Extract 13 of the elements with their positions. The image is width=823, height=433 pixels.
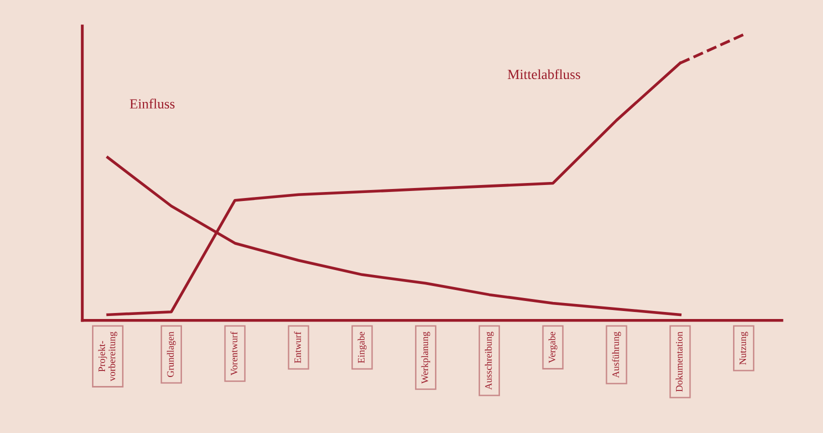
x-tick-label: Ausführung xyxy=(612,332,621,378)
x-tick-label: Dokumentation xyxy=(676,332,683,392)
x-tick-label: Entwurf xyxy=(294,332,301,364)
x-tick-label: Ausschreibung xyxy=(484,332,494,390)
annotation: Mittelabfluss xyxy=(508,69,580,80)
x-tick-label: Vorentwurf xyxy=(230,332,238,376)
x-tick-label: Werkplanung xyxy=(421,332,430,384)
x-tick-label: Grundlagen xyxy=(166,332,176,378)
x-tick-label: Nutzung xyxy=(740,332,748,365)
x-tick-label: Eingabe xyxy=(358,332,367,364)
x-tick-label: Vergabe xyxy=(548,332,558,364)
x-tick-label: Projekt- vorbereitung xyxy=(98,332,118,382)
annotation: Einfluss xyxy=(130,98,175,109)
